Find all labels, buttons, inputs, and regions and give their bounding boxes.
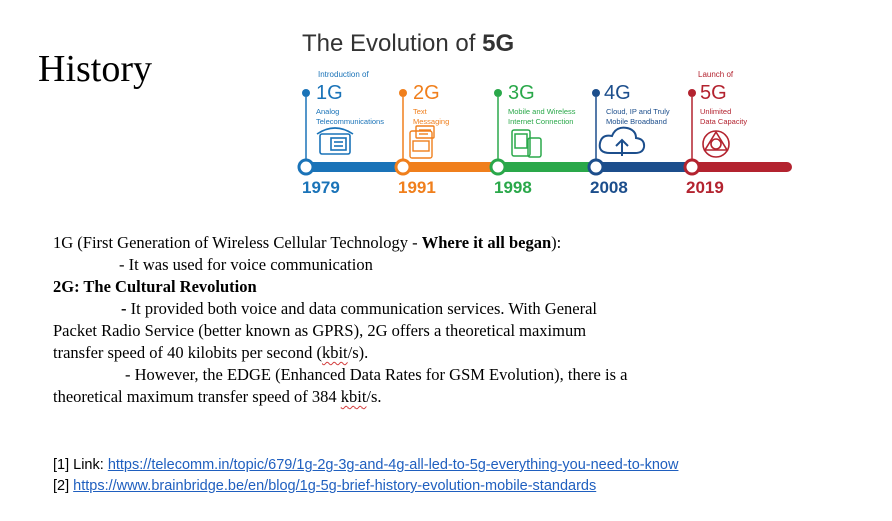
section-heading-2g: 2G: The Cultural Revolution xyxy=(53,277,257,296)
sms-phone-icon xyxy=(409,125,435,159)
gen-label: 4G xyxy=(604,82,631,104)
paragraph-edge-line: - However, the EDGE (Enhanced Data Rates… xyxy=(125,365,628,384)
gen-year: 1998 xyxy=(494,178,532,197)
paragraph-2g-line: Packet Radio Service (better known as GP… xyxy=(53,321,587,340)
gen-dot xyxy=(688,89,696,97)
page-title: History xyxy=(38,48,152,90)
bullet-voice: - It was used for voice communication xyxy=(119,255,373,274)
telephone-icon xyxy=(316,127,354,155)
gen-dot xyxy=(399,89,407,97)
gen-dot xyxy=(302,89,310,97)
timeline-node xyxy=(297,158,315,176)
generation-1g: Introduction of 1G Analog Telecommunicati… xyxy=(297,70,384,197)
timeline-node xyxy=(587,158,605,176)
gen-desc: Unlimited Data Capacity xyxy=(700,107,747,126)
paragraph-2g-line: - It provided both voice and data commun… xyxy=(121,299,598,318)
paragraph-edge-line: theoretical maximum transfer speed of 38… xyxy=(53,387,382,406)
network-globe-icon xyxy=(702,130,730,158)
gen-desc: Mobile and Wireless Internet Connection xyxy=(508,107,576,126)
gen-desc: Analog Telecommunications xyxy=(316,107,384,126)
generation-3g: 3G Mobile and Wireless Internet Connectio… xyxy=(489,82,576,197)
gen-desc: Text Messaging xyxy=(413,107,449,126)
references: [1] Link: https://telecomm.in/topic/679/… xyxy=(53,455,883,497)
timeline-node xyxy=(683,158,701,176)
gen-intro-label: Launch of xyxy=(698,70,734,79)
timeline-node xyxy=(489,158,507,176)
reference-2: [2] https://www.brainbridge.be/en/blog/1… xyxy=(53,478,597,494)
generation-5g: Launch of 5G Unlimited Data Capacity 2019 xyxy=(683,70,747,197)
timeline-segment-3g xyxy=(498,162,596,172)
timeline-segment-2g xyxy=(403,162,498,172)
mobile-devices-icon xyxy=(511,129,542,158)
gen-label: 3G xyxy=(508,82,535,104)
gen-label: 1G xyxy=(316,82,343,104)
gen-dot xyxy=(592,89,600,97)
paragraph-2g-line: transfer speed of 40 kilobits per second… xyxy=(53,343,369,362)
infographic-title: The Evolution of 5G xyxy=(302,30,514,57)
reference-1: [1] Link: https://telecomm.in/topic/679/… xyxy=(53,457,679,473)
reference-link-1[interactable]: https://telecomm.in/topic/679/1g-2g-3g-a… xyxy=(107,457,679,473)
gen-dot xyxy=(494,89,502,97)
gen-year: 2019 xyxy=(686,178,724,197)
cloud-upload-icon xyxy=(598,126,646,156)
gen-year: 1991 xyxy=(398,178,436,197)
timeline-node xyxy=(394,158,412,176)
timeline-segment-4g xyxy=(596,162,692,172)
gen-year: 1979 xyxy=(302,178,340,197)
generation-4g: 4G Cloud, IP and Truly Mobile Broadband 2… xyxy=(587,82,670,197)
reference-link-2[interactable]: https://www.brainbridge.be/en/blog/1g-5g… xyxy=(73,478,597,494)
gen-label: 5G xyxy=(700,82,727,104)
paragraph-1g: 1G (First Generation of Wireless Cellula… xyxy=(53,233,562,252)
body-text: 1G (First Generation of Wireless Cellula… xyxy=(53,232,853,408)
gen-label: 2G xyxy=(413,82,440,104)
timeline-segment-5g xyxy=(692,162,792,172)
timeline-segment-1g xyxy=(298,162,403,172)
gen-year: 2008 xyxy=(590,178,628,197)
generation-2g: 2G Text Messaging 1991 xyxy=(394,82,449,197)
gen-intro-label: Introduction of xyxy=(318,70,369,79)
gen-desc: Cloud, IP and Truly Mobile Broadband xyxy=(606,107,670,126)
evolution-infographic: The Evolution of 5G Introduction of 1G A… xyxy=(297,30,792,197)
